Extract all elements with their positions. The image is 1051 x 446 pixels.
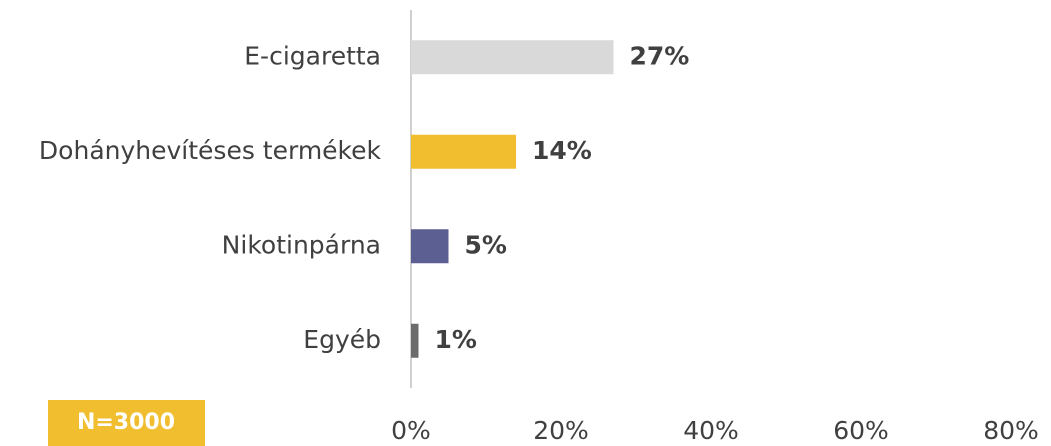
- category-label: Egyéb: [303, 325, 381, 354]
- bar: [411, 323, 419, 358]
- category-label: E-cigaretta: [244, 41, 381, 70]
- value-label: 1%: [435, 325, 477, 354]
- category-label: Dohányhevítéses termékek: [39, 136, 382, 165]
- x-tick-label: 40%: [683, 416, 739, 445]
- note: N=3000: [77, 410, 175, 435]
- value-label: 5%: [465, 230, 507, 259]
- x-tick-label: 60%: [833, 416, 889, 445]
- value-label: 27%: [630, 41, 690, 70]
- category-label: Nikotinpárna: [222, 230, 381, 259]
- bar: [411, 134, 516, 169]
- x-tick-label: 80%: [983, 416, 1039, 445]
- x-tick-label: 0%: [391, 416, 431, 445]
- value-label: 14%: [532, 136, 592, 165]
- note-box: [48, 400, 205, 446]
- bar: [411, 229, 449, 264]
- x-tick-label: 20%: [533, 416, 589, 445]
- bar: [411, 40, 614, 75]
